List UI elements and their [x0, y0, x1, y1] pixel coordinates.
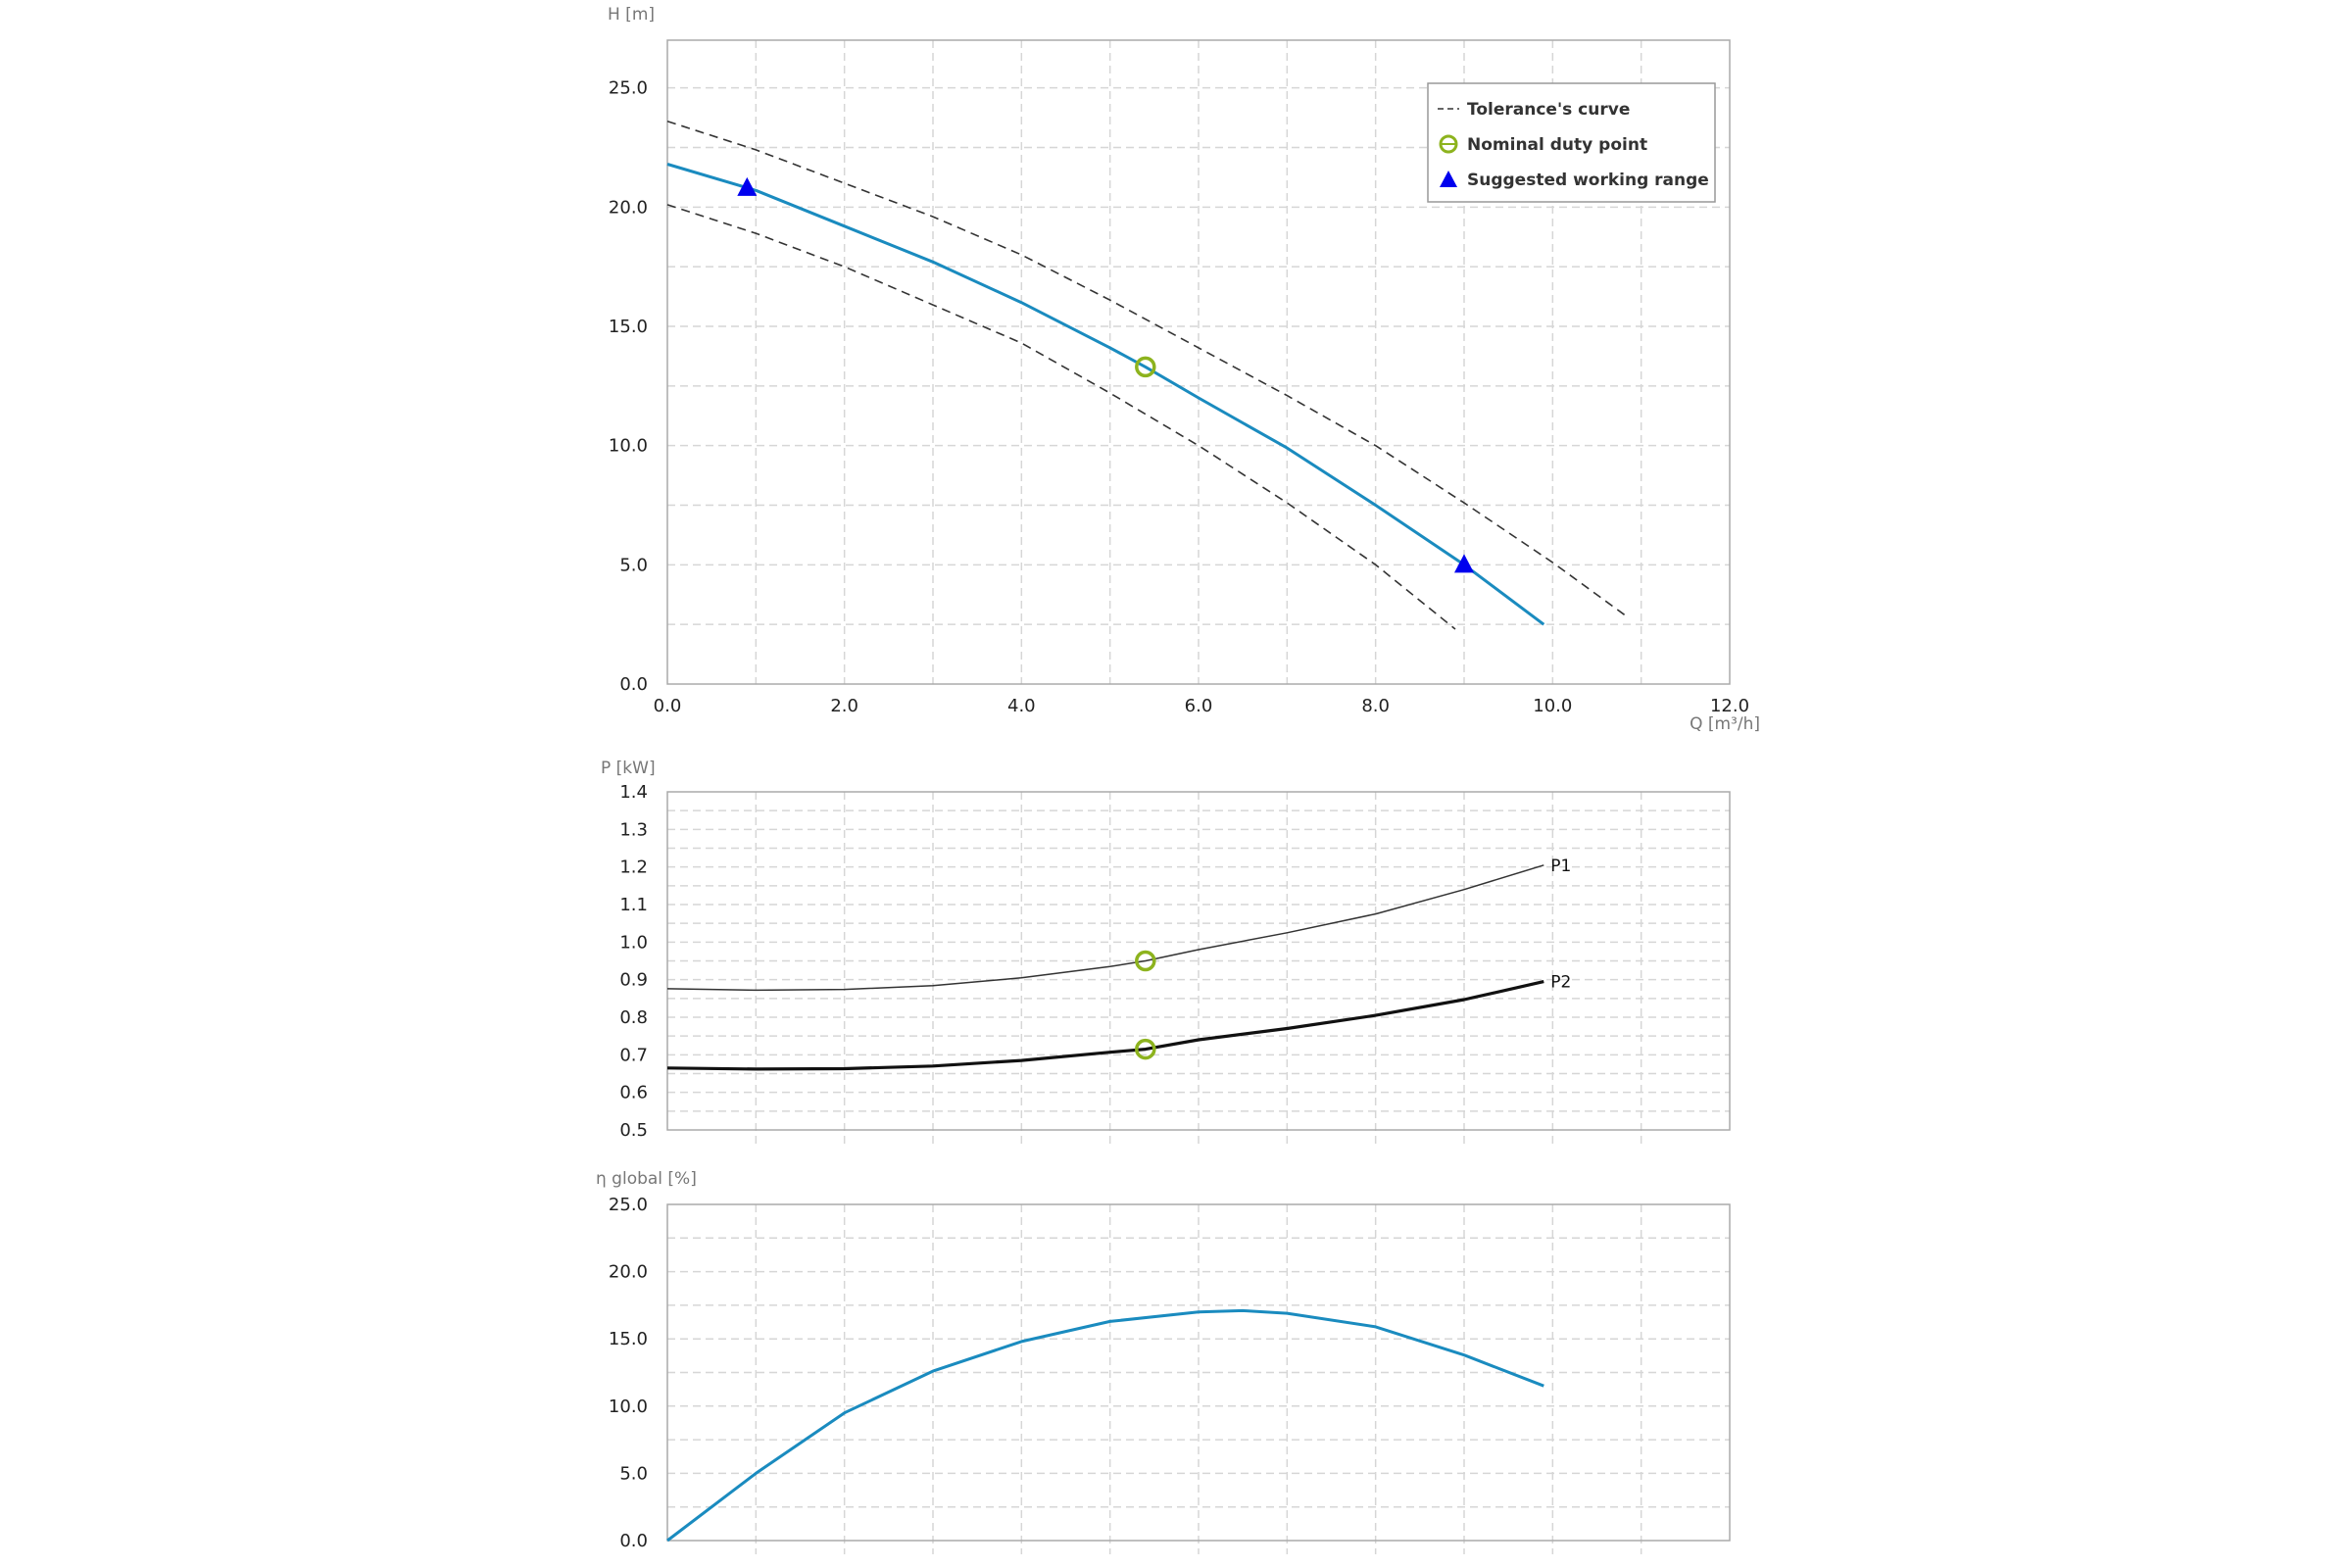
- duty-point-marker: [1135, 1038, 1156, 1060]
- legend-circle-icon: [1439, 134, 1458, 154]
- y-tick-label: 0.6: [619, 1083, 648, 1103]
- efficiency-chart: 0.0 5.0 10.0 15.0 20.0 25.0: [609, 1195, 1731, 1554]
- series-label: P2: [1550, 973, 1571, 993]
- working-range-marker: [737, 176, 758, 196]
- y-tick-label: 15.0: [609, 1329, 648, 1349]
- y-tick-label: 0.5: [619, 1120, 648, 1141]
- legend-duty-point: Nominal duty point: [1467, 135, 1647, 155]
- y-tick-label: 20.0: [609, 197, 648, 218]
- y-tick-label: 0.7: [619, 1045, 648, 1065]
- y-tick-label: 10.0: [609, 436, 648, 457]
- y-tick-label: 10.0: [609, 1396, 648, 1417]
- legend-triangle-icon: [1440, 171, 1457, 187]
- series-line-pump-curve: [666, 163, 1545, 626]
- y-tick-label: 1.2: [619, 858, 648, 878]
- x-tick-label: 4.0: [1007, 696, 1036, 716]
- plot-frame: [666, 39, 1731, 685]
- plot-frame: [666, 791, 1731, 1131]
- x-tick-label: 12.0: [1710, 696, 1749, 716]
- duty-point-marker: [1135, 950, 1156, 972]
- series-line-tolerance-lower: [666, 204, 1456, 630]
- legend-box: [1427, 82, 1716, 203]
- legend: Tolerance's curve Nominal duty point Sug…: [1427, 82, 1716, 203]
- x-tick-label: 2.0: [830, 696, 858, 716]
- power-y-axis-label: P [kW]: [601, 759, 656, 778]
- series-line--global: [666, 1308, 1544, 1543]
- y-tick-label: 25.0: [609, 1195, 648, 1215]
- y-tick-label: 0.9: [619, 970, 648, 991]
- x-tick-label: 0.0: [654, 696, 682, 716]
- y-tick-label: 0.0: [619, 1531, 648, 1551]
- y-tick-label: 0.8: [619, 1007, 648, 1028]
- y-tick-label: 1.0: [619, 932, 648, 953]
- working-range-marker: [1454, 554, 1474, 573]
- y-tick-label: 15.0: [609, 317, 648, 337]
- series-line-p1: [666, 864, 1544, 992]
- x-tick-label: 6.0: [1185, 696, 1213, 716]
- y-tick-label: 0.0: [619, 674, 648, 695]
- y-tick-label: 1.1: [619, 895, 648, 915]
- y-tick-label: 25.0: [609, 78, 648, 99]
- x-tick-label: 8.0: [1361, 696, 1390, 716]
- series-line-tolerance-upper: [666, 120, 1629, 618]
- power-chart: 0.5 0.6 0.7 0.8 0.9 1.0 1.1 1.2 1.3 1.4 P1 P2: [619, 782, 1731, 1144]
- y-tick-label: 1.3: [619, 819, 648, 840]
- plot-frame: [666, 1203, 1731, 1542]
- x-axis-label: Q [m³/h]: [1690, 714, 1760, 734]
- y-tick-label: 5.0: [619, 1463, 648, 1484]
- x-tick-label: 10.0: [1533, 696, 1572, 716]
- series-line-p2: [666, 980, 1544, 1071]
- y-tick-label: 5.0: [619, 555, 648, 575]
- y-tick-label: 1.4: [619, 782, 648, 803]
- efficiency-y-axis-label: η global [%]: [596, 1169, 697, 1189]
- y-tick-label: 20.0: [609, 1262, 648, 1283]
- head-y-axis-label: H [m]: [608, 5, 655, 24]
- duty-point-marker: [1135, 356, 1156, 378]
- legend-tolerance: Tolerance's curve: [1467, 100, 1630, 120]
- series-label: P1: [1550, 857, 1571, 876]
- legend-working-range: Suggested working range: [1467, 171, 1709, 190]
